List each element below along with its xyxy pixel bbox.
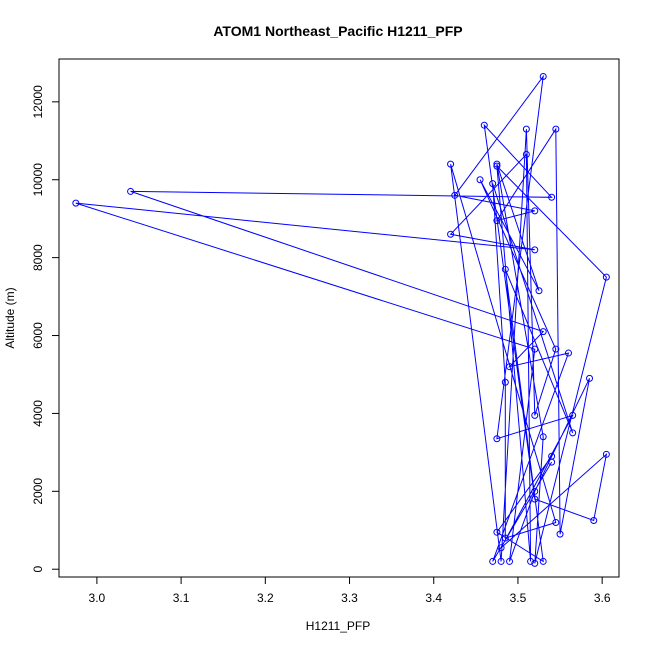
data-point [548,193,556,201]
data-point [522,125,530,133]
x-tick-label: 3.5 [510,591,527,605]
data-point [501,265,509,273]
data-point [552,345,560,353]
data-point [497,544,505,552]
data-point [480,121,488,129]
data-point [476,176,484,184]
data-point [531,559,539,567]
data-point [497,557,505,565]
data-point [539,557,547,565]
data-point [552,125,560,133]
data-point [531,345,539,353]
y-tick-label: 8000 [31,244,45,271]
data-point [569,411,577,419]
y-tick-label: 10000 [31,163,45,197]
x-tick-label: 3.1 [173,591,190,605]
data-point [564,349,572,357]
data-point [447,230,455,238]
x-tick-label: 3.0 [89,591,106,605]
data-point [602,450,610,458]
data-point [501,534,509,542]
data-point [506,557,514,565]
data-point [539,328,547,336]
data-point [72,199,80,207]
data-point [535,287,543,295]
y-tick-label: 2000 [31,478,45,505]
data-point [531,487,539,495]
y-axis-label: Altitude (m) [3,287,17,348]
data-point [127,187,135,195]
data-point [531,246,539,254]
data-point [569,429,577,437]
data-point [447,160,455,168]
data-point [493,160,501,168]
data-point [522,150,530,158]
data-point [531,207,539,215]
data-point [493,217,501,225]
data-point [531,495,539,503]
y-tick-label: 12000 [31,85,45,119]
data-point [493,162,501,170]
data-point [493,528,501,536]
x-tick-label: 3.2 [257,591,274,605]
x-tick-label: 3.6 [594,591,611,605]
data-point [539,73,547,81]
data-point [552,518,560,526]
data-point [527,557,535,565]
data-point [539,433,547,441]
y-axis: 0 2000 4000 6000 8000 10000 12000 [31,85,60,573]
data-point [548,452,556,460]
x-tick-label: 3.4 [425,591,442,605]
data-point [501,378,509,386]
data-point [493,435,501,443]
data-point [489,180,497,188]
x-axis-label: H1211_PFP [306,619,370,633]
data-point [531,411,539,419]
data-point [602,273,610,281]
data-point [548,458,556,466]
data-point [586,374,594,382]
data-point [590,517,598,525]
x-tick-label: 3.3 [341,591,358,605]
y-tick-label: 6000 [31,322,45,349]
data-series [72,73,610,567]
data-point [506,363,514,371]
y-tick-label: 4000 [31,400,45,427]
data-point [489,557,497,565]
data-point [556,530,564,538]
x-axis: 3.0 3.1 3.2 3.3 3.4 3.5 3.6 [89,576,611,605]
y-tick-label: 0 [31,566,45,573]
series-line [75,74,608,564]
data-point [451,191,459,199]
chart-title: ATOM1 Northeast_Pacific H1211_PFP [213,23,462,39]
